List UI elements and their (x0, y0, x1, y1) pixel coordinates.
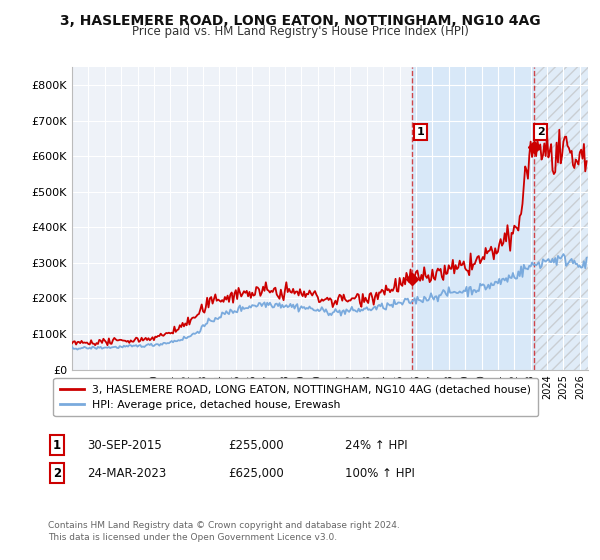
Text: 1: 1 (417, 127, 425, 137)
Text: 2: 2 (53, 466, 61, 480)
Text: 24% ↑ HPI: 24% ↑ HPI (345, 438, 407, 452)
Text: Price paid vs. HM Land Registry's House Price Index (HPI): Price paid vs. HM Land Registry's House … (131, 25, 469, 38)
Text: 3, HASLEMERE ROAD, LONG EATON, NOTTINGHAM, NG10 4AG: 3, HASLEMERE ROAD, LONG EATON, NOTTINGHA… (59, 14, 541, 28)
Bar (412, 67, 535, 370)
Text: 30-SEP-2015: 30-SEP-2015 (87, 438, 162, 452)
Text: Contains HM Land Registry data © Crown copyright and database right 2024.
This d: Contains HM Land Registry data © Crown c… (48, 521, 400, 542)
Text: 24-MAR-2023: 24-MAR-2023 (87, 466, 166, 480)
Legend: 3, HASLEMERE ROAD, LONG EATON, NOTTINGHAM, NG10 4AG (detached house), HPI: Avera: 3, HASLEMERE ROAD, LONG EATON, NOTTINGHA… (53, 378, 538, 416)
Text: £255,000: £255,000 (228, 438, 284, 452)
Text: 100% ↑ HPI: 100% ↑ HPI (345, 466, 415, 480)
Text: 1: 1 (53, 438, 61, 452)
Bar (535, 67, 588, 370)
Text: £625,000: £625,000 (228, 466, 284, 480)
Text: 2: 2 (537, 127, 545, 137)
